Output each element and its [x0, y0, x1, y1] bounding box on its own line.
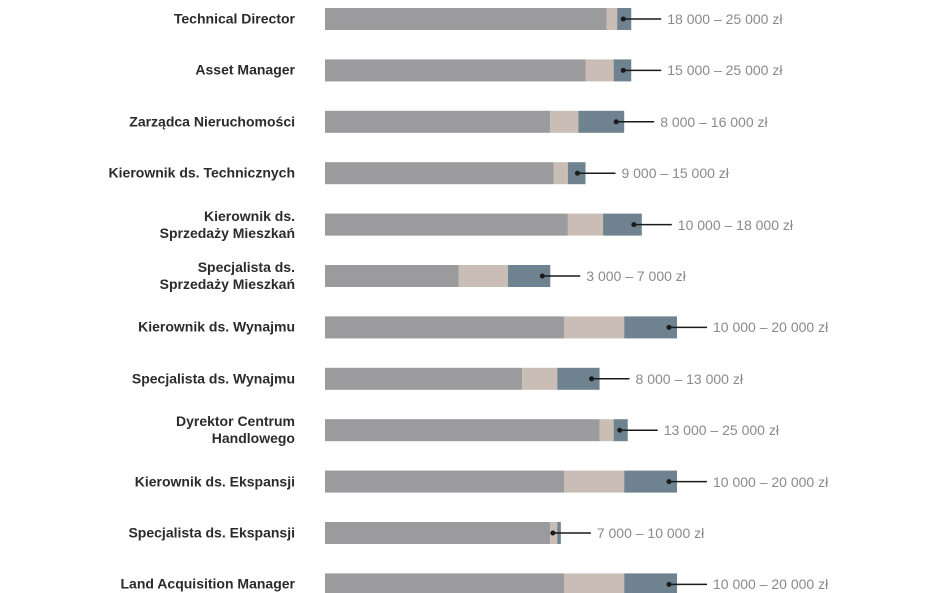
row-label: Kierownik ds. Sprzedaży Mieszkań: [159, 207, 295, 241]
salary-range-label: 8 000 – 16 000 zł: [660, 113, 768, 130]
row-label: Kierownik ds. Wynajmu: [138, 318, 295, 335]
bar-segment-base: [325, 59, 586, 82]
bar-segment-base: [325, 213, 568, 236]
row-label: Kierownik ds. Technicznych: [108, 164, 295, 181]
salary-range-label: 10 000 – 20 000 zł: [713, 473, 829, 490]
bar-segment-top: [624, 573, 677, 593]
marker-dot: [620, 67, 626, 73]
marker-dot: [589, 376, 595, 382]
marker-dot: [666, 479, 672, 485]
row-label: Asset Manager: [195, 61, 295, 78]
bar-segment-base: [325, 162, 554, 185]
bar-segment-mid: [564, 470, 625, 493]
bar-segment-base: [325, 573, 565, 593]
bar-segment-top: [624, 470, 677, 493]
marker-dot: [666, 581, 672, 587]
bar-segment-mid: [585, 59, 614, 82]
salary-range-label: 13 000 – 25 000 zł: [663, 422, 779, 439]
salary-range-label: 10 000 – 18 000 zł: [677, 216, 794, 233]
row-label: Specjalista ds. Sprzedaży Mieszkań: [159, 259, 295, 292]
salary-range-label: 3 000 – 7 000 zł: [586, 268, 686, 284]
bar-segment-mid: [522, 367, 558, 390]
marker-dot: [666, 324, 672, 330]
bar-segment-top: [578, 110, 625, 133]
bar-segment-mid: [550, 110, 579, 133]
bar-segment-mid: [567, 213, 604, 236]
salary-range-label: 15 000 – 25 000 zł: [667, 62, 783, 79]
row-label: Kierownik ds. Ekspansji: [134, 473, 295, 490]
bar-segment-base: [325, 367, 523, 390]
marker-dot: [539, 273, 545, 279]
bar-segment-top: [603, 213, 642, 236]
row-label: Specjalista ds. Ekspansji: [128, 524, 295, 541]
marker-dot: [631, 222, 637, 228]
bar-segment-base: [325, 316, 565, 339]
salary-range-label: 10 000 – 20 000 zł: [713, 319, 829, 336]
bar-segment-top: [508, 265, 551, 287]
bar-segment-base: [325, 470, 565, 493]
row-label: Specjalista ds. Wynajmu: [131, 370, 295, 387]
bar-segment-mid: [606, 8, 618, 30]
marker-dot: [574, 170, 580, 176]
row-label: Land Acquisition Manager: [120, 575, 296, 592]
marker-dot: [613, 119, 619, 125]
row-label: Dyrektor Centrum Handlowego: [175, 413, 295, 447]
bar-segment-mid: [564, 573, 625, 593]
bar-segment-mid: [553, 162, 568, 185]
bar-segment-base: [325, 110, 551, 133]
salary-range-label: 18 000 – 25 000 zł: [667, 11, 783, 27]
bar-segment-base: [325, 522, 551, 544]
marker-dot: [620, 16, 626, 22]
salary-range-label: 7 000 – 10 000 zł: [596, 525, 705, 541]
salary-range-label: 10 000 – 20 000 zł: [713, 576, 829, 593]
bar-segment-base: [325, 8, 607, 30]
salary-range-label: 9 000 – 15 000 zł: [621, 165, 729, 182]
row-label: Zarządca Nieruchomości: [129, 113, 295, 130]
bar-segment-mid: [458, 265, 509, 287]
bar-segment-mid: [599, 419, 614, 442]
bar-segment-top: [557, 367, 600, 390]
salary-range-label: 8 000 – 13 000 zł: [635, 370, 743, 387]
row-label: Technical Director: [173, 10, 295, 27]
marker-dot: [617, 427, 623, 433]
bar-segment-base: [325, 265, 459, 287]
marker-dot: [550, 530, 556, 536]
bar-segment-top: [624, 316, 677, 339]
bar-segment-mid: [564, 316, 625, 339]
bar-segment-base: [325, 419, 600, 442]
